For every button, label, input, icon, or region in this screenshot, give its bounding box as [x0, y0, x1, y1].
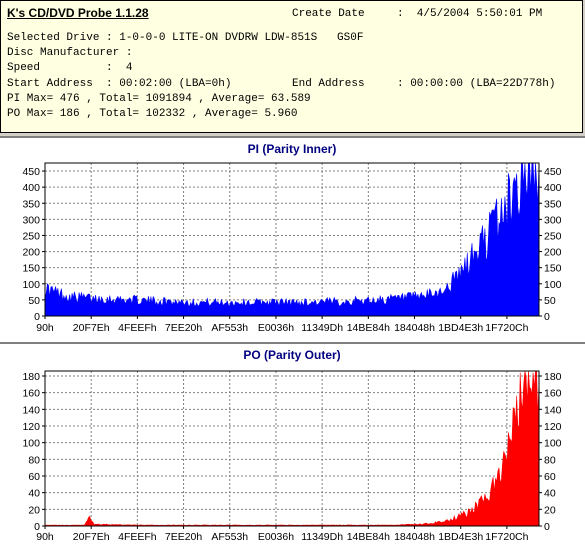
po-chart-panel: PO (Parity Outer) 0 0 20 20 40 40 60 60 80 80 100 10…: [0, 342, 585, 553]
y-tick-label-left: 350: [22, 198, 40, 210]
x-tick-label: 1BD4E3h: [438, 322, 483, 334]
y-tick-label-left: 0: [34, 311, 40, 323]
y-tick-label-left: 40: [28, 488, 40, 500]
x-tick-label: 11349Dh: [301, 322, 343, 334]
y-tick-label-left: 200: [22, 247, 40, 259]
selected-drive: Selected Drive : 1-0-0-0 LITE-ON DVDRW L…: [7, 32, 364, 44]
po-summary: PO Max= 186 , Total= 102332 , Average= 5…: [7, 108, 298, 120]
x-tick-label: 11349Dh: [301, 531, 343, 543]
disc-manufacturer: Disc Manufacturer :: [7, 47, 133, 59]
y-tick-label-right: 50: [544, 295, 556, 307]
x-tick-label: AF553h: [211, 322, 248, 334]
x-tick-label: 1BD4E3h: [438, 531, 483, 543]
y-tick-label-right: 60: [544, 471, 556, 483]
y-tick-label-left: 0: [34, 521, 40, 533]
y-tick-label-left: 80: [28, 454, 40, 466]
y-tick-label-right: 20: [544, 504, 556, 516]
y-tick-label-left: 250: [22, 230, 40, 242]
x-tick-label: 1F720Ch: [485, 322, 528, 334]
plot-area: [45, 371, 539, 526]
y-tick-label-right: 140: [544, 404, 562, 416]
y-tick-label-left: 100: [22, 438, 40, 450]
y-tick-label-left: 50: [28, 295, 40, 307]
y-tick-label-right: 100: [544, 438, 562, 450]
y-tick-label-right: 200: [544, 247, 562, 259]
pi-chart: PI (Parity Inner) 0 0 50 50 100 100 150 150 200 20…: [22, 142, 562, 334]
y-tick-label-right: 450: [544, 166, 562, 178]
y-tick-label-left: 160: [22, 388, 40, 400]
end-address-value: : 00:00:00 (LBA=22D778h): [397, 78, 556, 90]
x-tick-label: 184048h: [394, 531, 435, 543]
po-chart: PO (Parity Outer) 0 0 20 20 40 40 60 60 80 80 100 10…: [22, 348, 562, 543]
y-tick-label-left: 150: [22, 263, 40, 275]
end-address-label: End Address: [292, 78, 365, 90]
pi-summary: PI Max= 476 , Total= 1091894 , Average= …: [7, 93, 311, 105]
y-tick-label-right: 180: [544, 371, 562, 383]
y-tick-label-left: 140: [22, 404, 40, 416]
info-panel: K's CD/DVD Probe 1.1.28 Create Date : 4/…: [0, 0, 583, 133]
x-tick-label: 90h: [36, 322, 54, 334]
x-tick-label: 14BE84h: [347, 322, 390, 334]
x-tick-label: E0036h: [258, 322, 294, 334]
y-tick-label-right: 250: [544, 230, 562, 242]
create-date-value: : 4/5/2004 5:50:01 PM: [397, 8, 543, 20]
start-address: Start Address : 00:02:00 (LBA=0h): [7, 78, 232, 90]
x-tick-label: 4FEEFh: [118, 531, 157, 543]
y-tick-label-right: 0: [544, 311, 550, 323]
y-tick-label-right: 40: [544, 488, 556, 500]
y-tick-label-right: 300: [544, 214, 562, 226]
y-tick-label-left: 300: [22, 214, 40, 226]
pi-chart-panel: PI (Parity Inner) 0 0 50 50 100 100 150 150 200 20…: [0, 136, 585, 342]
y-tick-label-right: 100: [544, 279, 562, 291]
x-tick-label: 20F7Eh: [73, 531, 110, 543]
chart-title: PO (Parity Outer): [243, 348, 340, 362]
y-tick-label-right: 350: [544, 198, 562, 210]
x-tick-label: 14BE84h: [347, 531, 390, 543]
y-tick-label-left: 60: [28, 471, 40, 483]
x-tick-label: AF553h: [211, 531, 248, 543]
x-tick-label: 20F7Eh: [73, 322, 110, 334]
y-tick-label-right: 120: [544, 421, 562, 433]
x-tick-label: 184048h: [394, 322, 435, 334]
plot-frame: [44, 162, 540, 317]
speed: Speed : 4: [7, 62, 133, 74]
chart-title: PI (Parity Inner): [248, 142, 337, 156]
x-tick-label: 1F720Ch: [485, 531, 528, 543]
create-date-label: Create Date: [292, 8, 365, 20]
x-tick-label: 4FEEFh: [118, 322, 157, 334]
x-tick-label: 90h: [36, 531, 54, 543]
y-tick-label-right: 0: [544, 521, 550, 533]
y-tick-label-left: 20: [28, 504, 40, 516]
y-tick-label-right: 400: [544, 182, 562, 194]
y-tick-label-left: 400: [22, 182, 40, 194]
y-tick-label-left: 180: [22, 371, 40, 383]
series-area: [44, 370, 540, 527]
app-title: K's CD/DVD Probe 1.1.28: [7, 6, 149, 20]
series-area: [44, 162, 540, 317]
x-tick-label: E0036h: [258, 531, 294, 543]
y-tick-label-left: 450: [22, 166, 40, 178]
y-tick-label-right: 80: [544, 454, 556, 466]
plot-frame: [44, 370, 540, 527]
x-tick-label: 7EE20h: [165, 322, 203, 334]
y-tick-label-left: 120: [22, 421, 40, 433]
y-tick-label-left: 100: [22, 279, 40, 291]
y-tick-label-right: 150: [544, 263, 562, 275]
y-tick-label-right: 160: [544, 388, 562, 400]
x-tick-label: 7EE20h: [165, 531, 203, 543]
